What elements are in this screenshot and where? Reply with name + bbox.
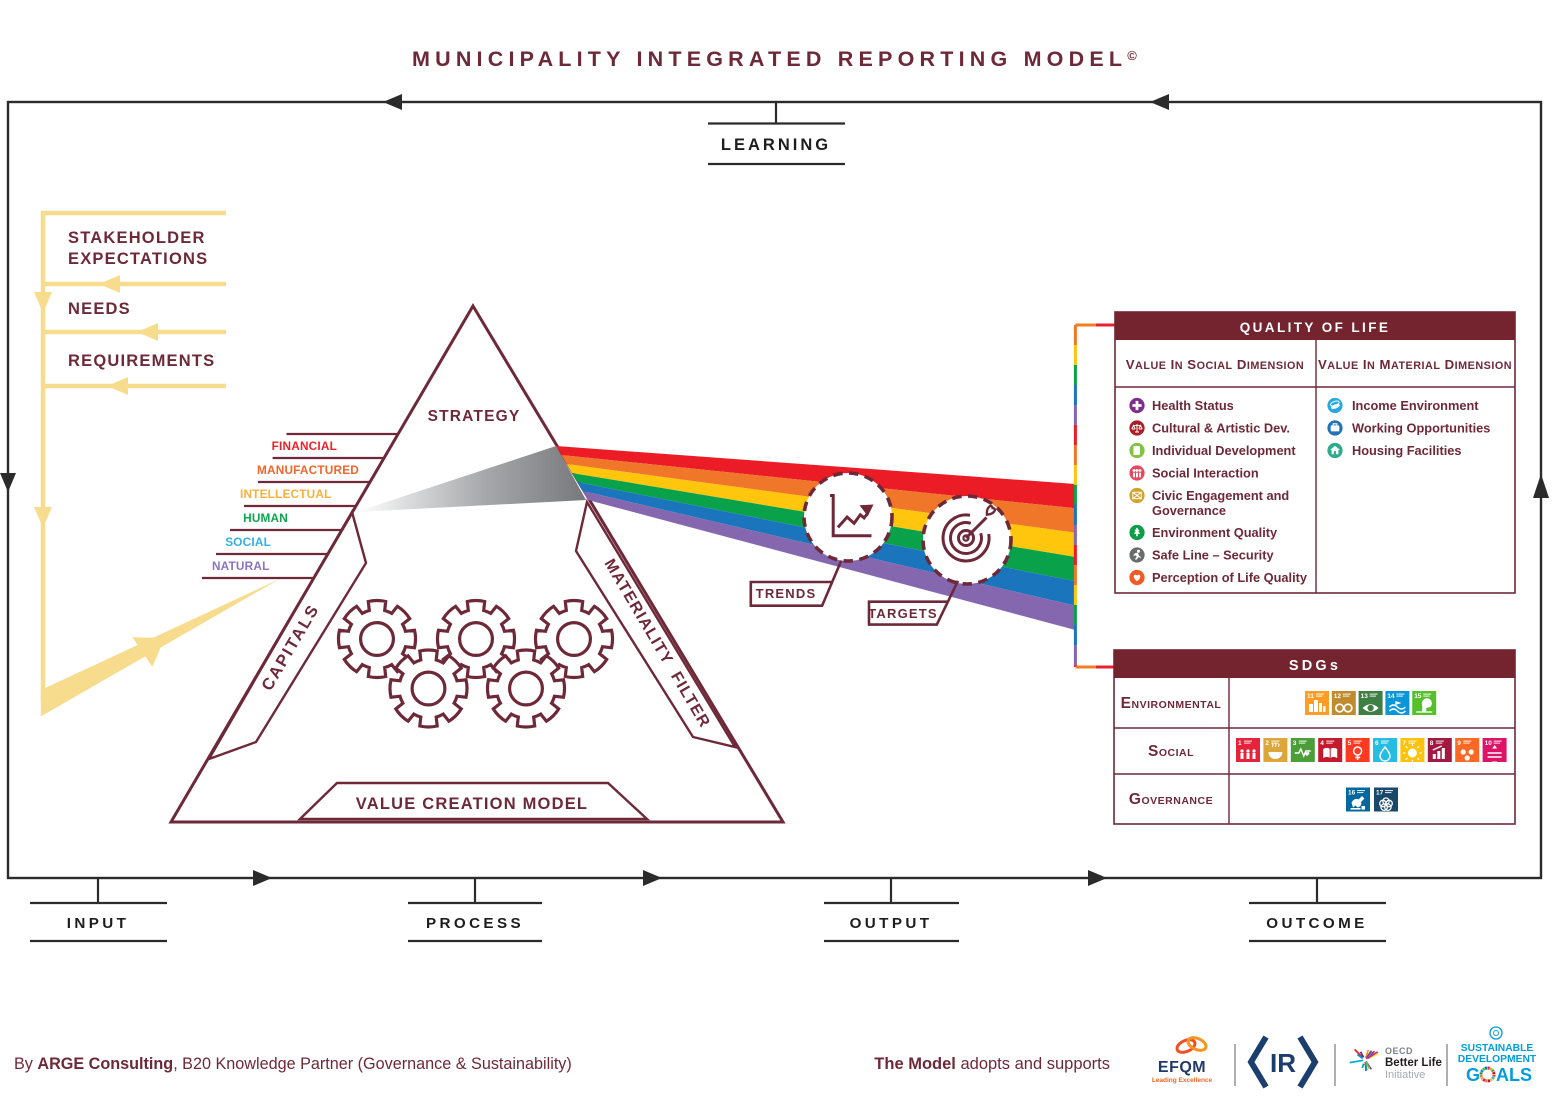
svg-text:OUTCOME: OUTCOME [1266, 915, 1367, 932]
svg-text:ALS: ALS [1496, 1065, 1532, 1085]
svg-text:STAKEHOLDER: STAKEHOLDER [68, 229, 206, 247]
svg-text:17: 17 [1376, 790, 1384, 797]
svg-text:Cultural & Artistic Dev.: Cultural & Artistic Dev. [1152, 421, 1290, 436]
svg-text:HUMAN: HUMAN [243, 511, 288, 525]
svg-text:Initiative: Initiative [1385, 1069, 1425, 1081]
svg-text:OUTPUT: OUTPUT [850, 915, 933, 932]
svg-text:Income Environment: Income Environment [1352, 398, 1479, 413]
svg-text:6: 6 [1375, 740, 1379, 747]
svg-text:15: 15 [1414, 693, 1422, 700]
svg-text:Governance: Governance [1152, 503, 1226, 518]
svg-text:MUNICIPALITY INTEGRATED REPORT: MUNICIPALITY INTEGRATED REPORTING MODEL© [412, 47, 1142, 71]
svg-text:13: 13 [1361, 693, 1369, 700]
svg-text:GOVERNANCE: GOVERNANCE [1129, 791, 1213, 808]
svg-text:EFQM: EFQM [1158, 1059, 1206, 1076]
svg-text:SDGs: SDGs [1289, 658, 1341, 674]
svg-text:G: G [1466, 1065, 1480, 1085]
svg-text:TRENDS: TRENDS [756, 586, 817, 601]
svg-text:12: 12 [1334, 693, 1342, 700]
svg-text:MANUFACTURED: MANUFACTURED [257, 463, 359, 477]
svg-text:14: 14 [1387, 693, 1395, 700]
svg-text:STRATEGY: STRATEGY [428, 408, 521, 425]
svg-text:Leading Excellence: Leading Excellence [1152, 1077, 1213, 1084]
svg-text:Social Interaction: Social Interaction [1152, 466, 1259, 481]
svg-text:VALUE CREATION MODEL: VALUE CREATION MODEL [356, 795, 588, 813]
svg-text:REQUIREMENTS: REQUIREMENTS [68, 352, 215, 370]
svg-text:IR: IR [1270, 1048, 1296, 1078]
svg-text:9: 9 [1457, 740, 1461, 747]
svg-text:7: 7 [1402, 740, 1406, 747]
svg-text:EXPECTATIONS: EXPECTATIONS [68, 250, 208, 268]
svg-text:1: 1 [1238, 740, 1242, 747]
svg-text:16: 16 [1348, 790, 1356, 797]
svg-text:ENVIRONMENTAL: ENVIRONMENTAL [1121, 695, 1222, 712]
svg-text:4: 4 [1320, 740, 1324, 747]
svg-text:Working Opportunities: Working Opportunities [1352, 421, 1490, 436]
svg-text:2: 2 [1265, 740, 1269, 747]
svg-text:FINANCIAL: FINANCIAL [272, 439, 337, 453]
svg-text:3: 3 [1293, 740, 1297, 747]
svg-text:INTELLECTUAL: INTELLECTUAL [240, 487, 332, 501]
svg-text:Civic Engagement and: Civic Engagement and [1152, 488, 1289, 503]
svg-text:11: 11 [1307, 693, 1314, 700]
svg-text:SOCIAL: SOCIAL [225, 535, 271, 549]
svg-text:5: 5 [1348, 740, 1352, 747]
svg-text:Safe Line – Security: Safe Line – Security [1152, 548, 1275, 563]
svg-text:Individual Development: Individual Development [1152, 443, 1296, 458]
svg-text:VALUE IN MATERIAL DIMENSION: VALUE IN MATERIAL DIMENSION [1318, 357, 1512, 372]
svg-text:QUALITY OF LIFE: QUALITY OF LIFE [1240, 320, 1391, 335]
svg-text:The Model adopts and supports: The Model adopts and supports [874, 1055, 1110, 1073]
svg-text:INPUT: INPUT [67, 915, 130, 932]
svg-text:PROCESS: PROCESS [426, 915, 524, 932]
svg-text:Health Status: Health Status [1152, 398, 1234, 413]
svg-text:By ARGE Consulting, B20 Knowle: By ARGE Consulting, B20 Knowledge Partne… [14, 1055, 572, 1073]
svg-text:DEVELOPMENT: DEVELOPMENT [1458, 1054, 1537, 1065]
svg-text:8: 8 [1430, 740, 1434, 747]
svg-text:Better Life: Better Life [1385, 1057, 1442, 1069]
svg-text:Perception of Life Quality: Perception of Life Quality [1152, 570, 1308, 585]
svg-text:VALUE IN SOCIAL DIMENSION: VALUE IN SOCIAL DIMENSION [1126, 357, 1304, 372]
svg-text:NEEDS: NEEDS [68, 300, 131, 318]
svg-text:OECD: OECD [1385, 1046, 1413, 1056]
svg-text:TARGETS: TARGETS [868, 606, 938, 621]
svg-text:Environment Quality: Environment Quality [1152, 525, 1278, 540]
svg-text:Housing Facilities: Housing Facilities [1352, 443, 1462, 458]
svg-text:SOCIAL: SOCIAL [1148, 743, 1194, 760]
svg-text:10: 10 [1485, 740, 1493, 747]
svg-text:LEARNING: LEARNING [721, 136, 831, 154]
svg-text:NATURAL: NATURAL [212, 559, 270, 573]
svg-text:SUSTAINABLE: SUSTAINABLE [1461, 1043, 1534, 1054]
